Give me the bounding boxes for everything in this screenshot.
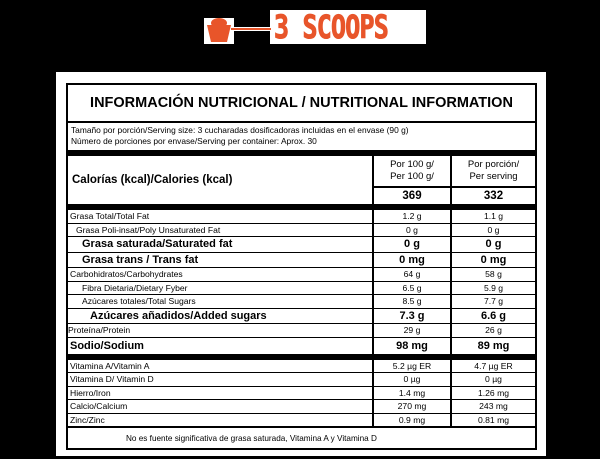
nutrient-label: Sodio/Sodium xyxy=(68,337,374,354)
value-per-100g: 0 g xyxy=(374,237,452,252)
per-serving-column: Por porción/ Per serving 332 xyxy=(452,156,535,204)
value-per-100g: 5.2 µg ER xyxy=(374,359,452,372)
measuring-scoop-icon xyxy=(192,8,272,46)
value-per-serving: 0.81 mg xyxy=(477,414,510,425)
header-line: Per 100 g/ xyxy=(390,171,434,182)
table-row: Sodio/Sodium 98 mg 89 mg xyxy=(68,337,535,360)
nutrient-label: Fibra Dietaria/Dietary Fyber xyxy=(68,281,374,294)
table-row: Grasa Total/Total Fat 1.2 g 1.1 g xyxy=(68,210,535,224)
table-row: Azúcares añadidos/Added sugars 7.3 g 6.6… xyxy=(68,308,535,324)
nutrient-label: Grasa trans / Trans fat xyxy=(68,252,374,267)
calories-per-serving: 332 xyxy=(483,190,504,202)
nutrient-label: Azúcares añadidos/Added sugars xyxy=(68,308,374,323)
header-line: Per serving xyxy=(469,171,518,182)
nutrient-label: Grasa saturada/Saturated fat xyxy=(68,237,374,252)
brand-logo: 3 SCOOPS xyxy=(192,8,427,46)
value-per-100g: 0.9 mg xyxy=(374,413,452,426)
header-line: Por 100 g/ xyxy=(390,159,434,170)
value-per-serving: 0 µg xyxy=(485,374,502,385)
value-per-serving: 7.7 g xyxy=(483,296,504,307)
value-per-100g: 0 g xyxy=(374,223,452,236)
value-per-serving: 4.7 µg ER xyxy=(474,360,513,371)
per-100g-header: Por 100 g/ Per 100 g/ xyxy=(374,156,450,188)
header-line: Por porción/ xyxy=(467,159,520,170)
servings-per-container: Número de porciones por envase/Serving p… xyxy=(71,136,317,146)
vitamin-label: Hierro/Iron xyxy=(68,386,374,399)
brand-name: 3 SCOOPS xyxy=(274,8,390,46)
value-per-serving: 6.6 g xyxy=(480,309,507,322)
vitamin-label: Zinc/Zinc xyxy=(68,413,374,426)
footnote: No es fuente significativa de grasa satu… xyxy=(126,433,377,443)
nutrient-label: Azúcares totales/Total Sugars xyxy=(68,295,374,308)
nutrient-label: Grasa Poli-insat/Poly Unsaturated Fat xyxy=(68,223,374,236)
value-per-100g: 1.2 g xyxy=(374,210,452,223)
value-per-serving: 58 g xyxy=(485,269,502,280)
value-per-100g: 29 g xyxy=(374,324,452,337)
nutrient-label: Grasa Total/Total Fat xyxy=(68,210,374,223)
nutrient-label: Carbohidratos/Carbohydrates xyxy=(68,268,374,281)
calories-per-100g: 369 xyxy=(402,190,422,202)
table-row: Azúcares totales/Total Sugars 8.5 g 7.7 … xyxy=(68,295,535,309)
table-title: INFORMACIÓN NUTRICIONAL / NUTRITIONAL IN… xyxy=(68,85,535,123)
table-row: Proteína/Protein 29 g 26 g xyxy=(68,324,535,338)
value-per-serving: 0 mg xyxy=(480,253,507,266)
per-serving-header: Por porción/ Per serving xyxy=(452,156,535,188)
value-per-serving: 89 mg xyxy=(477,339,510,352)
value-per-serving: 26 g xyxy=(485,325,502,336)
value-per-serving: 1.26 mg xyxy=(477,387,510,398)
value-per-100g: 8.5 g xyxy=(374,295,452,308)
calories-label: Calorías (kcal)/Calories (kcal) xyxy=(68,156,374,204)
table-row: Hierro/Iron 1.4 mg 1.26 mg xyxy=(68,386,535,400)
value-per-serving: 243 mg xyxy=(479,401,508,412)
table-row: Calcio/Calcium 270 mg 243 mg xyxy=(68,400,535,414)
table-row: Grasa Poli-insat/Poly Unsaturated Fat 0 … xyxy=(68,223,535,237)
nutrient-label: Proteína/Protein xyxy=(68,324,374,337)
vitamin-label: Vitamina D/ Vitamin D xyxy=(68,373,374,386)
value-per-100g: 6.5 g xyxy=(374,281,452,294)
value-per-serving: 0 g xyxy=(487,224,500,235)
value-per-serving: 0 g xyxy=(485,238,502,251)
table-row: Grasa saturada/Saturated fat 0 g 0 g xyxy=(68,237,535,253)
serving-size: Tamaño por porción/Serving size: 3 cucha… xyxy=(71,125,409,135)
vitamin-label: Calcio/Calcium xyxy=(68,400,374,413)
value-per-100g: 0 mg xyxy=(374,252,452,267)
nutrition-facts-table: INFORMACIÓN NUTRICIONAL / NUTRITIONAL IN… xyxy=(66,83,537,450)
table-row: Grasa trans / Trans fat 0 mg 0 mg xyxy=(68,252,535,268)
table-row: Vitamina D/ Vitamin D 0 µg 0 µg xyxy=(68,373,535,387)
value-per-100g: 98 mg xyxy=(374,337,452,354)
table-row: Carbohidratos/Carbohydrates 64 g 58 g xyxy=(68,268,535,282)
per-100g-column: Por 100 g/ Per 100 g/ 369 xyxy=(374,156,452,204)
vitamin-label: Vitamina A/Vitamin A xyxy=(68,359,374,372)
table-row: Fibra Dietaria/Dietary Fyber 6.5 g 5.9 g xyxy=(68,281,535,295)
value-per-100g: 64 g xyxy=(374,268,452,281)
calories-row: Calorías (kcal)/Calories (kcal) Por 100 … xyxy=(68,156,535,210)
value-per-100g: 0 µg xyxy=(374,373,452,386)
value-per-100g: 270 mg xyxy=(374,400,452,413)
serving-info: Tamaño por porción/Serving size: 3 cucha… xyxy=(68,123,535,156)
table-row: Zinc/Zinc 0.9 mg 0.81 mg xyxy=(68,413,535,428)
value-per-100g: 7.3 g xyxy=(374,308,452,323)
value-per-serving: 5.9 g xyxy=(483,282,504,293)
table-row: Vitamina A/Vitamin A 5.2 µg ER 4.7 µg ER xyxy=(68,359,535,373)
value-per-100g: 1.4 mg xyxy=(374,386,452,399)
value-per-serving: 1.1 g xyxy=(483,211,504,222)
